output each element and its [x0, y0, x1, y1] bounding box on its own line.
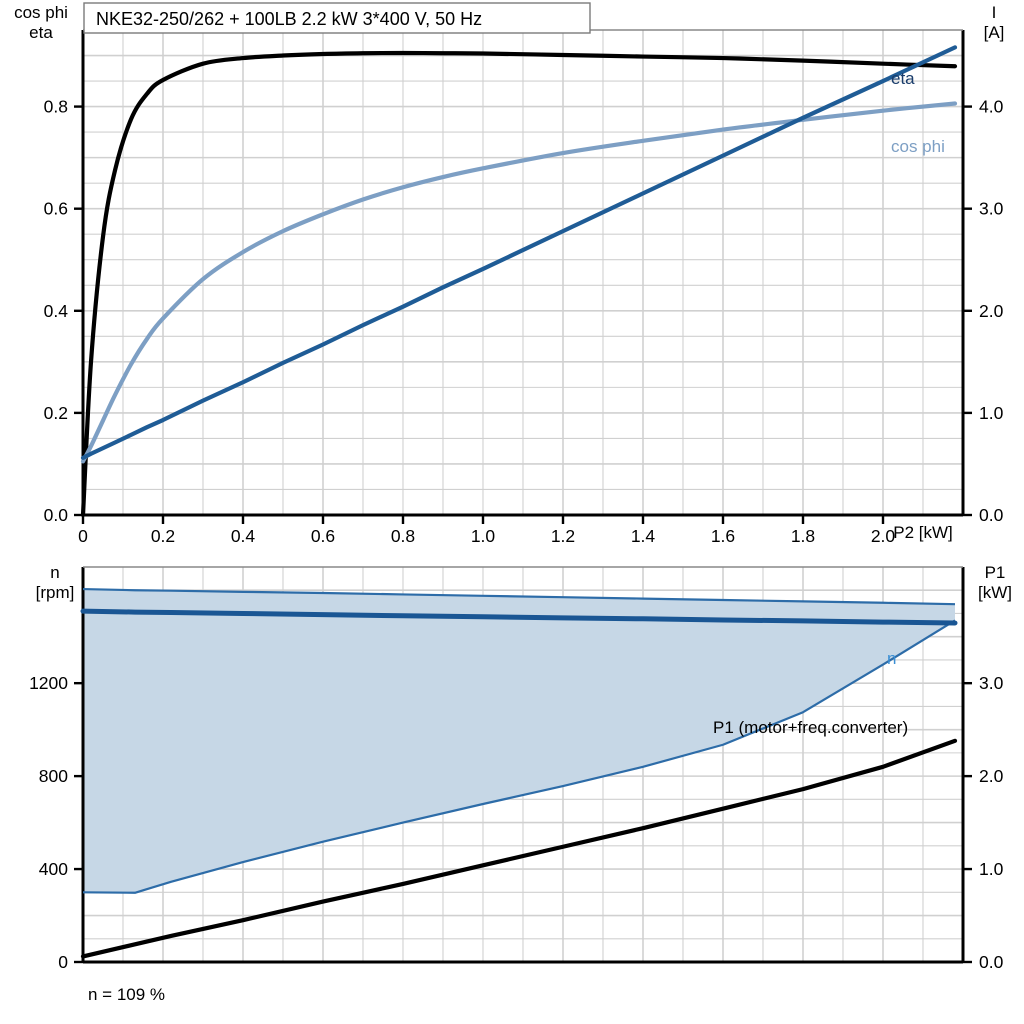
chart-page: 0 0.2 0.4 0.6 0.8 1.0 1.2 1.4 1.6 1.8 2.0 0.0 0.2 0.4…	[0, 0, 1024, 1024]
left-tick-label: 0.2	[44, 403, 68, 423]
bottom-left-axis-title-line2: [rpm]	[36, 583, 75, 602]
x-tick-label: 1.6	[711, 526, 735, 546]
top-left-axis-title-line2: eta	[29, 23, 53, 42]
right-tick-label: 2.0	[979, 301, 1004, 321]
left-tick-label: 1200	[29, 673, 68, 693]
speed-label: n	[887, 649, 896, 668]
left-tick-label: 0.8	[44, 97, 68, 117]
right-tick-label: 4.0	[979, 97, 1004, 117]
left-tick-label: 0.4	[44, 301, 69, 321]
speed-percent-note: n = 109 %	[88, 985, 165, 1004]
x-tick-label: 0.4	[231, 526, 256, 546]
left-tick-label: 0.0	[44, 505, 69, 525]
x-tick-label: 1.8	[791, 526, 815, 546]
p1-label: P1 (motor+freq.converter)	[713, 718, 908, 737]
x-tick-label: 0.2	[151, 526, 175, 546]
x-tick-label: 2.0	[871, 526, 896, 546]
right-tick-label: 1.0	[979, 859, 1004, 879]
right-tick-label: 3.0	[979, 673, 1004, 693]
right-tick-label: 0.0	[979, 505, 1004, 525]
x-tick-label: 1.2	[551, 526, 575, 546]
top-right-axis-title-line1: I	[992, 3, 997, 22]
bottom-left-axis-title-line1: n	[50, 563, 59, 582]
right-tick-label: 1.0	[979, 403, 1004, 423]
top-x-axis-title: P2 [kW]	[893, 523, 953, 542]
left-tick-label: 0	[58, 952, 68, 972]
pump-performance-figure: 0 0.2 0.4 0.6 0.8 1.0 1.2 1.4 1.6 1.8 2.0 0.0 0.2 0.4…	[0, 0, 1024, 1024]
chart-title: NKE32-250/262 + 100LB 2.2 kW 3*400 V, 50…	[96, 9, 482, 29]
x-tick-label: 0.8	[391, 526, 415, 546]
eta-label: eta	[891, 69, 915, 88]
x-tick-label: 0	[78, 526, 88, 546]
bottom-right-axis-title-line1: P1	[985, 563, 1006, 582]
x-tick-label: 1.0	[471, 526, 496, 546]
right-tick-label: 0.0	[979, 952, 1004, 972]
cos-phi-label: cos phi	[891, 137, 945, 156]
left-tick-label: 0.6	[44, 199, 68, 219]
right-tick-label: 2.0	[979, 766, 1004, 786]
left-tick-label: 800	[39, 766, 68, 786]
right-tick-label: 3.0	[979, 199, 1004, 219]
left-tick-label: 400	[39, 859, 68, 879]
x-tick-label: 0.6	[311, 526, 335, 546]
top-right-axis-title-line2: [A]	[984, 23, 1005, 42]
bottom-right-axis-title-line2: [kW]	[978, 583, 1012, 602]
top-left-axis-title-line1: cos phi	[14, 3, 68, 22]
x-tick-label: 1.4	[631, 526, 656, 546]
